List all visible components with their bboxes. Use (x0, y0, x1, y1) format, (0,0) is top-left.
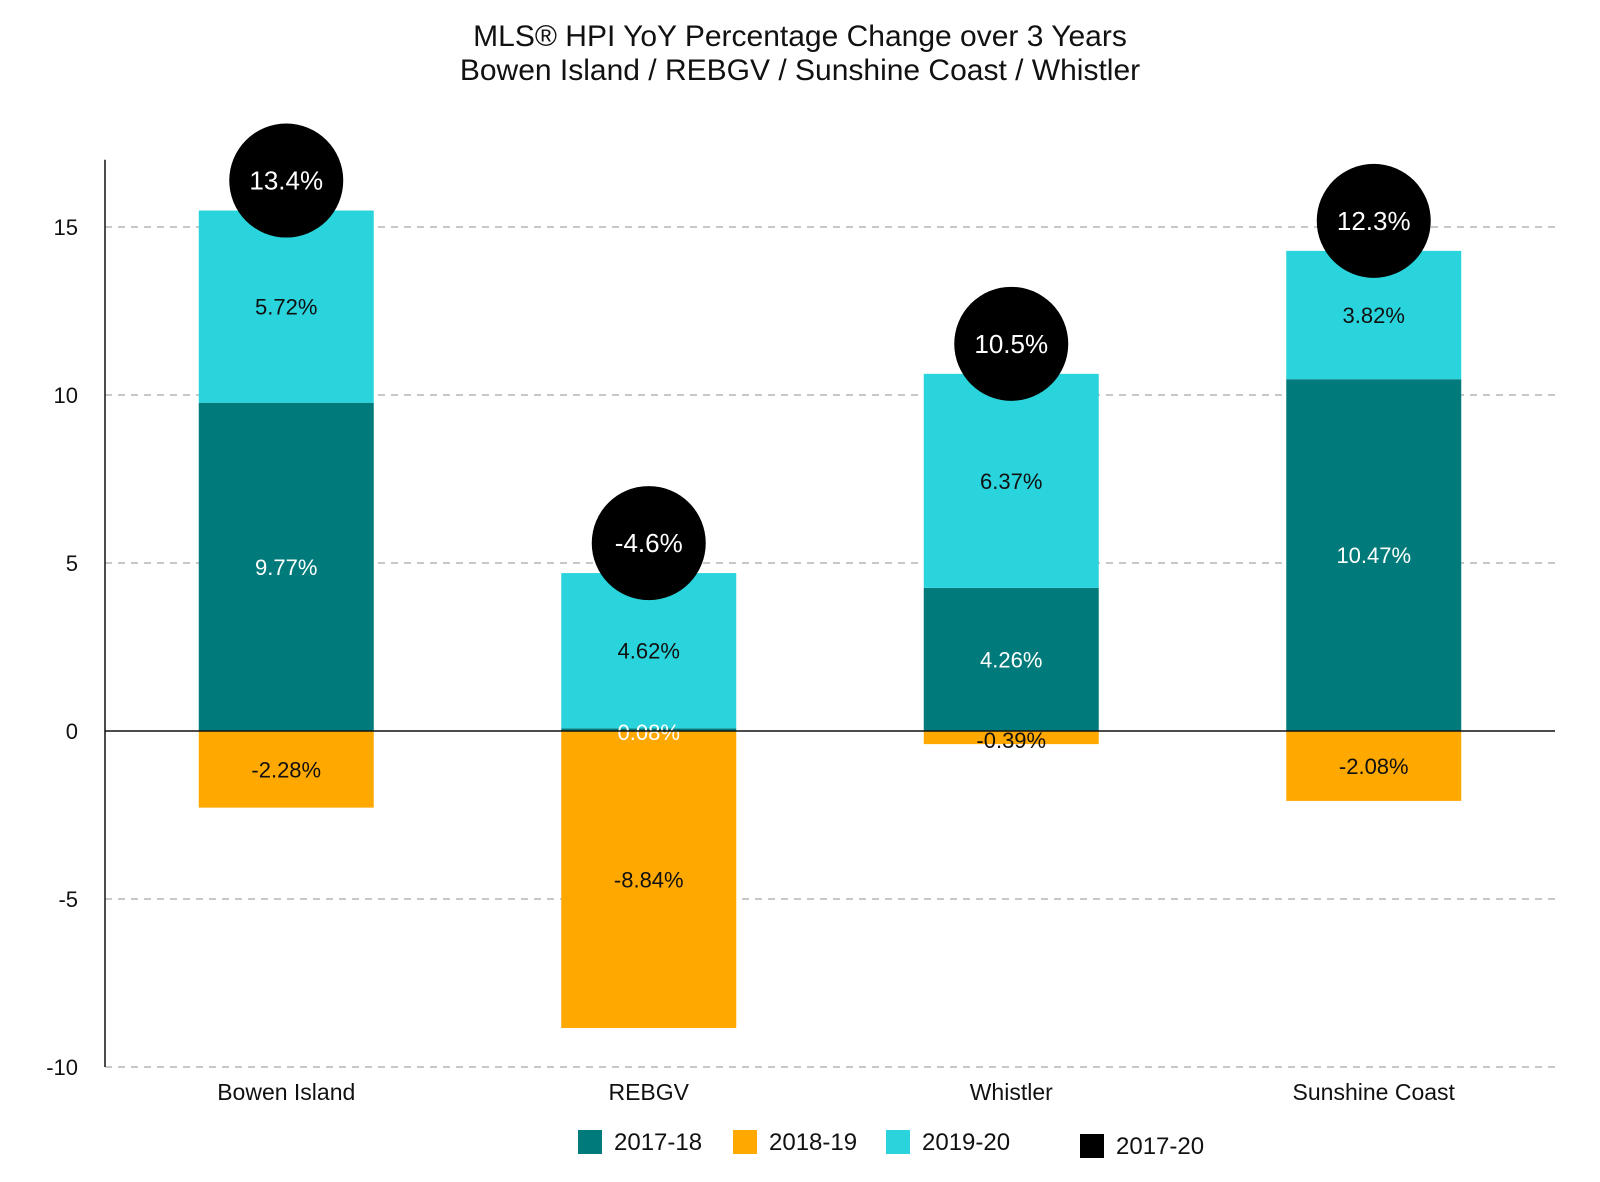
total-marker (229, 123, 344, 238)
y-tick-label: -10 (46, 1055, 78, 1080)
bar-segment (561, 728, 737, 731)
y-tick-label: 0 (66, 719, 78, 744)
total-marker (954, 286, 1069, 401)
bar-value-label: 3.82% (1343, 303, 1405, 328)
chart-title: MLS® HPI YoY Percentage Change over 3 Ye… (473, 20, 1127, 53)
bar-value-label: 5.72% (255, 295, 317, 320)
y-tick-label: 15 (54, 215, 78, 240)
legend-swatch (886, 1130, 910, 1154)
legend-label: 2018-19 (769, 1129, 857, 1156)
bar-segment (923, 731, 1099, 745)
x-tick-label: Whistler (970, 1079, 1053, 1105)
legend-swatch (578, 1130, 602, 1154)
bar-value-label: -0.39% (976, 728, 1046, 753)
bar-value-label: 10.47% (1336, 543, 1411, 568)
bar-value-label: -2.28% (251, 757, 321, 782)
bar-value-label: 0.08% (618, 720, 680, 745)
total-label: -4.6% (615, 528, 683, 558)
bar-value-label: 9.77% (255, 555, 317, 580)
chart-subtitle: Bowen Island / REBGV / Sunshine Coast / … (459, 54, 1141, 87)
legend-label: 2017-20 (1116, 1133, 1204, 1160)
legend-label: 2019-20 (922, 1129, 1010, 1156)
total-label: 13.4% (249, 166, 323, 196)
y-tick-label: 10 (54, 383, 78, 408)
bar-segment (561, 731, 737, 1029)
legend-swatch (1080, 1134, 1104, 1158)
bar-value-label: -8.84% (614, 868, 684, 893)
total-label: 12.3% (1337, 206, 1411, 236)
total-marker (1316, 163, 1431, 278)
x-tick-label: REBGV (608, 1079, 689, 1105)
bar-segment (198, 731, 374, 808)
bar-segment (198, 210, 374, 403)
bar-value-label: 6.37% (980, 469, 1042, 494)
x-tick-label: Bowen Island (217, 1079, 355, 1105)
bar-segment (923, 373, 1099, 588)
legend-label: 2017-18 (614, 1129, 702, 1156)
bar-value-label: -2.08% (1339, 754, 1409, 779)
bar-segment (923, 587, 1099, 731)
total-label: 10.5% (974, 329, 1048, 359)
x-tick-label: Sunshine Coast (1293, 1079, 1456, 1105)
total-marker (591, 486, 706, 601)
y-tick-label: -5 (58, 887, 78, 912)
y-tick-label: 5 (66, 551, 78, 576)
bar-value-label: 4.62% (618, 639, 680, 664)
bar-segment (1286, 731, 1462, 801)
bar-segment (198, 402, 374, 731)
bar-segment (1286, 379, 1462, 731)
bar-value-label: 4.26% (980, 647, 1042, 672)
legend-swatch (733, 1130, 757, 1154)
